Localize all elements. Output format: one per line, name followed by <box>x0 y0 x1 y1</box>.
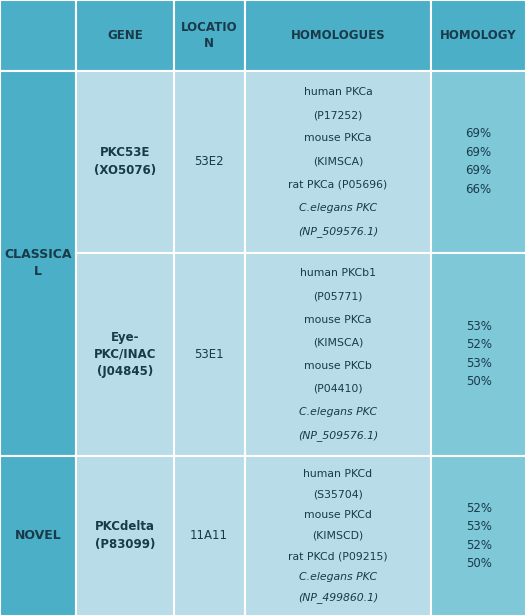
Text: 53E2: 53E2 <box>194 155 224 168</box>
Bar <box>245 71 431 253</box>
Text: human PKCd: human PKCd <box>304 469 372 479</box>
Text: PKC53E
(XO5076): PKC53E (XO5076) <box>94 146 156 177</box>
Text: (NP_509576.1): (NP_509576.1) <box>298 429 378 440</box>
Text: mouse PKCa: mouse PKCa <box>304 134 372 144</box>
Text: GENE: GENE <box>107 29 143 42</box>
Bar <box>431 0 526 71</box>
Bar <box>76 253 174 456</box>
Bar <box>174 456 245 616</box>
Text: C.elegans PKC: C.elegans PKC <box>299 572 377 582</box>
Text: 53E1: 53E1 <box>194 347 224 361</box>
Bar <box>245 456 431 616</box>
Text: (NP_499860.1): (NP_499860.1) <box>298 592 378 603</box>
Text: HOMOLOGUES: HOMOLOGUES <box>291 29 385 42</box>
Text: rat PKCa (P05696): rat PKCa (P05696) <box>288 180 388 190</box>
Text: Eye-
PKC/INAC
(J04845): Eye- PKC/INAC (J04845) <box>94 331 156 378</box>
Bar <box>174 253 245 456</box>
Text: 69%
69%
69%
66%: 69% 69% 69% 66% <box>466 128 492 196</box>
Bar <box>0 456 76 616</box>
Bar <box>245 253 431 456</box>
Bar <box>76 456 174 616</box>
Text: 11A11: 11A11 <box>190 529 228 543</box>
Text: (KIMSCD): (KIMSCD) <box>312 531 363 541</box>
Bar <box>76 71 174 253</box>
Text: mouse PKCd: mouse PKCd <box>304 511 372 521</box>
Text: (S35704): (S35704) <box>313 490 363 500</box>
Text: mouse PKCb: mouse PKCb <box>304 361 372 371</box>
Text: (P17252): (P17252) <box>313 110 362 120</box>
Bar <box>0 0 76 71</box>
Bar <box>431 71 526 253</box>
Bar <box>431 456 526 616</box>
Text: C.elegans PKC: C.elegans PKC <box>299 407 377 417</box>
Text: C.elegans PKC: C.elegans PKC <box>299 203 377 213</box>
Text: (P05771): (P05771) <box>313 291 363 301</box>
Text: (KIMSCA): (KIMSCA) <box>313 156 363 167</box>
Bar <box>174 71 245 253</box>
Text: human PKCa: human PKCa <box>304 87 372 97</box>
Text: PKCdelta
(P83099): PKCdelta (P83099) <box>95 521 155 551</box>
Text: HOMOLOGY: HOMOLOGY <box>440 29 517 42</box>
Bar <box>0 71 76 456</box>
Text: 53%
52%
53%
50%: 53% 52% 53% 50% <box>466 320 492 389</box>
Text: human PKCb1: human PKCb1 <box>300 269 376 278</box>
Text: CLASSICA
L: CLASSICA L <box>4 248 72 278</box>
Text: 52%
53%
52%
50%: 52% 53% 52% 50% <box>466 501 492 570</box>
Text: (P04410): (P04410) <box>313 384 363 394</box>
Bar <box>431 253 526 456</box>
Text: rat PKCd (P09215): rat PKCd (P09215) <box>288 551 388 561</box>
Text: LOCATIO
N: LOCATIO N <box>181 21 237 50</box>
Bar <box>245 0 431 71</box>
Text: mouse PKCa: mouse PKCa <box>304 315 372 325</box>
Text: NOVEL: NOVEL <box>15 529 62 543</box>
Text: (KIMSCA): (KIMSCA) <box>313 338 363 347</box>
Bar <box>76 0 174 71</box>
Bar <box>174 0 245 71</box>
Text: (NP_509576.1): (NP_509576.1) <box>298 226 378 237</box>
